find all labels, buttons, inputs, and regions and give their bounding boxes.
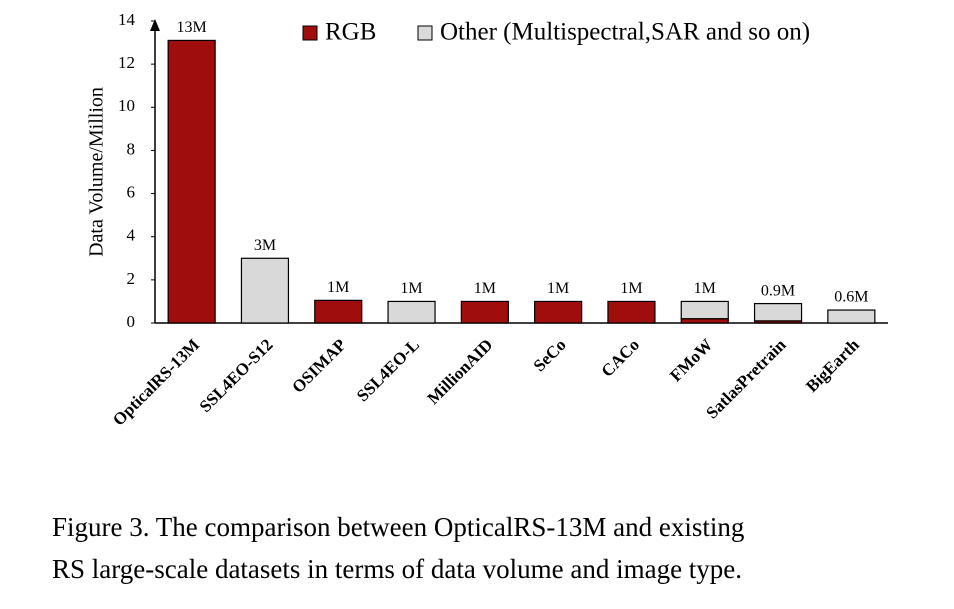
caption-line: RS large-scale datasets in terms of data… <box>52 554 742 584</box>
bar-segment <box>387 300 436 324</box>
bar-segment <box>607 300 656 324</box>
y-tick-label: 6 <box>127 182 136 201</box>
value-label: 1M <box>400 280 422 297</box>
legend-label: Other (Multispectral,SAR and so on) <box>440 19 810 46</box>
y-tick-label: 12 <box>118 53 135 72</box>
value-label: 1M <box>474 280 496 297</box>
x-tick-label: SSL4EO-S12 <box>196 335 277 416</box>
value-label: 3M <box>254 237 276 254</box>
bar-segment <box>240 257 290 324</box>
value-label: 1M <box>694 280 716 297</box>
caption-line: Figure 3. The comparison between Optical… <box>52 512 744 542</box>
x-tick-label: BigEarth <box>802 335 863 396</box>
y-tick-label: 2 <box>127 269 136 288</box>
value-label: 0.6M <box>834 289 868 306</box>
x-tick-label: OpticalRS-13M <box>109 335 203 429</box>
value-label: 1M <box>620 280 642 297</box>
x-tick-label: OSIMAP <box>288 335 350 397</box>
legend-swatch <box>302 25 318 41</box>
x-tick-label: SSL4EO-L <box>353 335 423 405</box>
y-tick-label: 0 <box>127 312 136 331</box>
bar-segment <box>167 39 216 324</box>
y-tick-label: 14 <box>118 10 136 29</box>
bar-segment <box>460 300 509 324</box>
x-tick-label: FMoW <box>666 335 716 385</box>
bar-segment <box>314 299 363 324</box>
legend-label: RGB <box>325 19 376 46</box>
y-axis-arrow <box>150 19 160 31</box>
bar-segment <box>680 300 729 320</box>
value-label: 0.9M <box>761 282 795 299</box>
bar-segment <box>680 318 729 324</box>
y-tick-label: 4 <box>127 226 136 245</box>
legend-swatch <box>417 25 433 41</box>
value-label: 1M <box>547 280 569 297</box>
bar-segment <box>534 300 583 324</box>
value-label: 13M <box>177 19 207 36</box>
y-axis-label: Data Volume/Million <box>86 87 108 257</box>
value-label: 1M <box>327 279 349 296</box>
y-tick-label: 10 <box>118 96 135 115</box>
bar-segment <box>753 302 803 322</box>
x-tick-label: MillionAID <box>424 335 497 408</box>
bar-segment <box>827 309 876 324</box>
x-tick-label: SeCo <box>530 335 570 375</box>
y-tick-label: 8 <box>127 139 136 158</box>
x-tick-label: CACo <box>598 335 643 380</box>
